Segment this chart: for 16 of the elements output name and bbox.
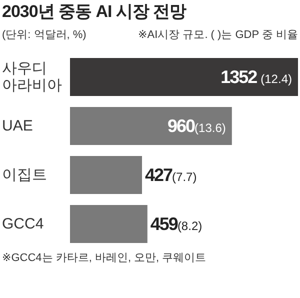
bar <box>70 205 148 243</box>
data-label: 427(7.7) <box>145 165 197 185</box>
text: ※AI시장 규모. ( )는 GDP 중 비율 <box>138 28 298 42</box>
bar <box>70 107 232 145</box>
y-tick-label: 이집트 <box>2 166 47 184</box>
y-tick-label: GCC4 <box>2 216 44 232</box>
data-label: 459(8.2) <box>150 214 202 234</box>
y-tick-label: 사우디아라비아 <box>2 60 62 94</box>
text: ※GCC4는 카타르, 바레인, 오만, 쿠웨이트 <box>2 251 206 265</box>
data-label: 1352 (12.4) <box>220 67 292 87</box>
chart-title: 2030년 중동 AI 시장 전망 <box>2 1 186 23</box>
bar <box>70 58 298 96</box>
y-tick-label: UAE <box>2 118 33 134</box>
data-label: 960(13.6) <box>167 116 226 136</box>
chart-subtitle: (단위: 억달러, %) <box>2 28 86 42</box>
bar <box>70 156 142 194</box>
